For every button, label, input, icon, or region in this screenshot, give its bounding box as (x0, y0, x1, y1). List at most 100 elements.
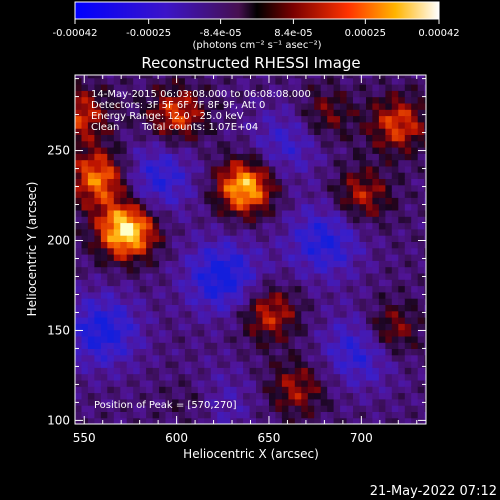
heatmap-cell (398, 147, 406, 154)
heatmap-cell (165, 317, 173, 324)
heatmap-cell (391, 241, 399, 249)
heatmap-cell (359, 272, 367, 280)
heatmap-cell (366, 298, 374, 305)
heatmap-cell (236, 235, 244, 242)
heatmap-cell (417, 128, 425, 135)
heatmap-cell (126, 254, 134, 261)
heatmap-cell (75, 159, 83, 167)
heatmap-cell (411, 84, 419, 91)
heatmap-cell (191, 216, 199, 224)
heatmap-cell (87, 203, 95, 211)
heatmap-cell (353, 197, 361, 205)
heatmap-cell (307, 90, 315, 98)
heatmap-cell (307, 411, 315, 419)
heatmap-cell (204, 310, 212, 318)
heatmap-cell (87, 77, 95, 85)
heatmap-cell (424, 304, 426, 312)
heatmap-cell (126, 197, 134, 205)
heatmap-cell (113, 96, 121, 104)
heatmap-cell (424, 134, 426, 142)
heatmap-cell (359, 304, 367, 312)
heatmap-cell (223, 153, 231, 161)
heatmap-cell (223, 228, 231, 236)
heatmap-cell (294, 134, 302, 142)
heatmap-cell (184, 228, 192, 236)
heatmap-cell (75, 317, 83, 324)
heatmap-cell (236, 386, 244, 394)
heatmap-cell (417, 165, 425, 173)
heatmap-cell (159, 109, 167, 117)
heatmap-cell (366, 373, 374, 381)
heatmap-cell (126, 153, 134, 161)
heatmap-cell (340, 411, 348, 419)
heatmap-cell (378, 203, 386, 211)
heatmap-cell (346, 335, 354, 343)
heatmap-cell (307, 134, 315, 142)
heatmap-cell (281, 228, 289, 236)
heatmap-cell (120, 235, 128, 242)
heatmap-cell (113, 241, 121, 249)
heatmap-cell (288, 77, 296, 85)
heatmap-cell (307, 75, 315, 79)
heatmap-cell (210, 241, 218, 249)
heatmap-cell (152, 417, 160, 424)
heatmap-cell (378, 247, 386, 255)
heatmap-cell (366, 398, 374, 406)
heatmap-cell (404, 197, 412, 205)
heatmap-cell (120, 165, 128, 173)
heatmap-cell (359, 115, 367, 123)
heatmap-cell (404, 172, 412, 179)
heatmap-cell (288, 392, 296, 400)
heatmap-cell (87, 323, 95, 331)
heatmap-cell (301, 172, 309, 179)
heatmap-cell (152, 298, 160, 305)
heatmap-cell (294, 285, 302, 293)
heatmap-cell (249, 342, 257, 349)
heatmap-cell (165, 247, 173, 255)
heatmap-cell (346, 77, 354, 85)
heatmap-cell (411, 298, 419, 305)
heatmap-cell (262, 228, 270, 236)
heatmap-cell (133, 348, 141, 356)
heatmap-cell (217, 222, 225, 230)
heatmap-cell (159, 241, 167, 249)
heatmap-cell (366, 348, 374, 356)
heatmap-cell (404, 323, 412, 331)
heatmap-cell (184, 134, 192, 142)
heatmap-cell (372, 77, 380, 85)
heatmap-cell (100, 235, 108, 242)
heatmap-cell (294, 191, 302, 198)
heatmap-cell (398, 354, 406, 362)
heatmap-cell (113, 102, 121, 110)
heatmap-cell (340, 159, 348, 167)
heatmap-cell (307, 291, 315, 299)
heatmap-cell (197, 354, 205, 362)
heatmap-cell (236, 134, 244, 142)
heatmap-cell (288, 260, 296, 268)
heatmap-cell (275, 317, 283, 324)
heatmap-cell (417, 266, 425, 274)
heatmap-cell (256, 373, 264, 381)
heatmap-cell (269, 329, 277, 337)
heatmap-cell (340, 335, 348, 343)
heatmap-cell (327, 373, 335, 381)
heatmap-cell (256, 285, 264, 293)
heatmap-cell (327, 361, 335, 368)
heatmap-cell (288, 241, 296, 249)
heatmap-cell (288, 228, 296, 236)
heatmap-cell (236, 241, 244, 249)
heatmap-cell (223, 102, 231, 110)
heatmap-cell (307, 128, 315, 135)
heatmap-cell (230, 203, 238, 211)
heatmap-cell (346, 96, 354, 104)
heatmap-cell (172, 398, 180, 406)
heatmap-cell (269, 75, 277, 79)
heatmap-cell (75, 335, 83, 343)
heatmap-cell (333, 398, 341, 406)
heatmap-cell (327, 291, 335, 299)
heatmap-cell (404, 216, 412, 224)
heatmap-cell (184, 348, 192, 356)
heatmap-cell (75, 367, 83, 375)
heatmap-cell (81, 153, 89, 161)
